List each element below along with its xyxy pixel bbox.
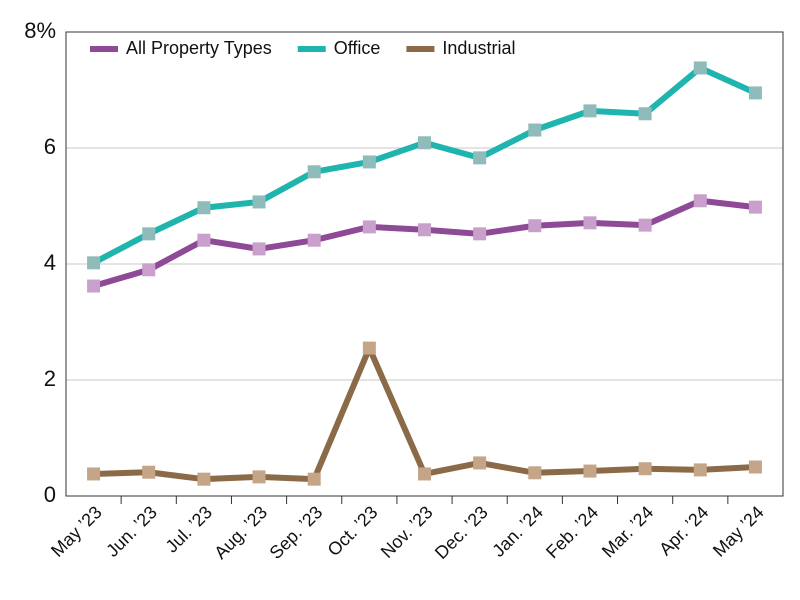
x-tick-label: May ’24 bbox=[709, 502, 768, 561]
marker bbox=[748, 200, 762, 214]
y-tick-label: 6 bbox=[44, 134, 56, 159]
x-tick-label: Jan. ’24 bbox=[488, 502, 547, 561]
marker bbox=[583, 104, 597, 118]
x-tick-label: Mar. ’24 bbox=[598, 502, 657, 561]
x-tick-label: Apr. ’24 bbox=[655, 502, 712, 559]
marker bbox=[362, 341, 376, 355]
marker bbox=[583, 216, 597, 230]
marker bbox=[528, 123, 542, 137]
marker bbox=[528, 219, 542, 233]
marker bbox=[87, 256, 101, 270]
plot-frame bbox=[65, 31, 784, 497]
marker bbox=[252, 195, 266, 209]
marker bbox=[473, 456, 487, 470]
marker bbox=[362, 155, 376, 169]
marker bbox=[142, 263, 156, 277]
marker bbox=[307, 165, 321, 179]
x-tick-label: Dec. ’23 bbox=[431, 502, 492, 563]
x-tick-label: Aug. ’23 bbox=[210, 502, 271, 563]
x-tick-label: Jun. ’23 bbox=[102, 502, 161, 561]
marker bbox=[87, 279, 101, 293]
marker bbox=[418, 136, 431, 150]
marker bbox=[748, 86, 762, 100]
x-tick-label: Sep. ’23 bbox=[266, 502, 327, 563]
marker bbox=[252, 470, 266, 484]
marker bbox=[638, 218, 652, 232]
x-tick-label: Jul. ’23 bbox=[162, 502, 216, 556]
y-tick-label: 8% bbox=[24, 18, 56, 43]
series-line bbox=[93, 345, 756, 483]
marker bbox=[307, 233, 321, 247]
marker bbox=[252, 242, 266, 256]
marker bbox=[638, 462, 652, 476]
marker bbox=[87, 467, 101, 481]
marker bbox=[473, 227, 487, 241]
marker bbox=[693, 194, 707, 208]
marker bbox=[583, 464, 597, 478]
marker bbox=[142, 227, 156, 241]
legend-label: All Property Types bbox=[126, 38, 272, 58]
marker bbox=[693, 61, 707, 75]
marker bbox=[638, 107, 652, 121]
x-tick-label: Oct. ’23 bbox=[324, 502, 382, 560]
x-tick-label: Feb. ’24 bbox=[542, 502, 602, 562]
y-tick-label: 0 bbox=[44, 482, 56, 507]
marker bbox=[197, 233, 211, 247]
legend-label: Office bbox=[334, 38, 381, 58]
marker bbox=[473, 151, 487, 165]
marker bbox=[418, 467, 431, 481]
marker bbox=[528, 466, 542, 480]
marker bbox=[693, 463, 707, 477]
legend-label: Industrial bbox=[442, 38, 515, 58]
y-tick-label: 4 bbox=[44, 250, 56, 275]
marker bbox=[748, 460, 762, 474]
marker bbox=[418, 223, 431, 237]
x-tick-label: Nov. ’23 bbox=[377, 502, 437, 562]
marker bbox=[362, 220, 376, 234]
marker bbox=[197, 201, 211, 215]
marker bbox=[142, 465, 156, 479]
y-tick-label: 2 bbox=[44, 366, 56, 391]
marker bbox=[307, 472, 321, 486]
x-tick-label: May ’23 bbox=[47, 502, 106, 561]
marker bbox=[197, 472, 211, 486]
